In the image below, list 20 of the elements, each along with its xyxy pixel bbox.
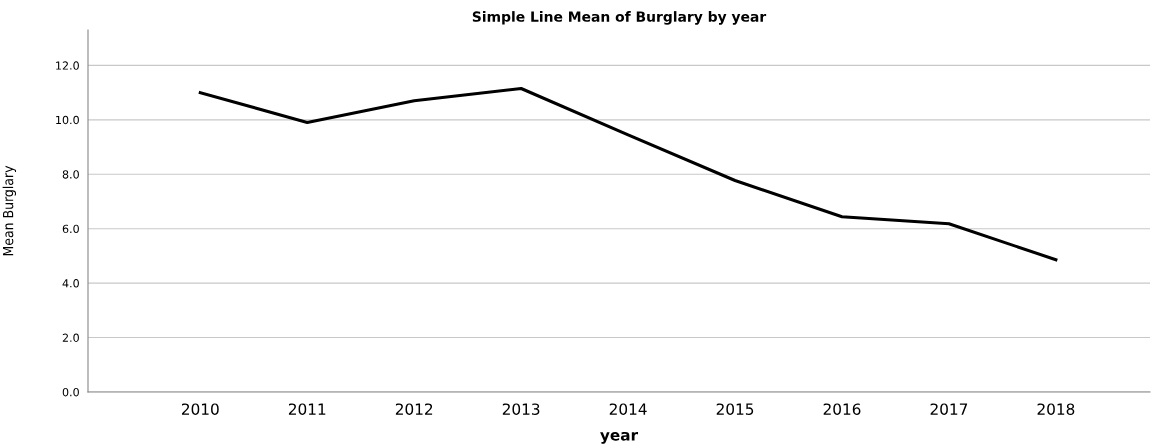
y-tick-label: 12.0 bbox=[56, 61, 79, 70]
x-axis-title: year bbox=[600, 431, 639, 444]
x-tick-label: 2012 bbox=[395, 403, 433, 415]
y-tick-label: 2.0 bbox=[62, 333, 79, 342]
x-tick-label: 2015 bbox=[716, 403, 754, 415]
x-tick-label: 2017 bbox=[930, 403, 968, 415]
y-tick-label: 8.0 bbox=[62, 170, 79, 179]
chart-title: Simple Line Mean of Burglary by year bbox=[472, 11, 767, 25]
x-tick-label: 2013 bbox=[502, 403, 540, 415]
x-tick-label: 2011 bbox=[288, 403, 326, 415]
x-tick-label: 2010 bbox=[181, 403, 219, 415]
y-tick-label: 4.0 bbox=[62, 279, 79, 288]
x-tick-label: 2014 bbox=[609, 403, 647, 415]
x-tick-label: 2016 bbox=[823, 403, 861, 415]
y-tick-label: 6.0 bbox=[62, 224, 79, 234]
y-axis-title: Mean Burglary bbox=[2, 165, 17, 256]
y-tick-label: 10.0 bbox=[56, 115, 79, 125]
line-series bbox=[198, 86, 1058, 262]
y-tick-label: 0.0 bbox=[62, 387, 79, 397]
x-tick-label: 2018 bbox=[1037, 403, 1075, 415]
